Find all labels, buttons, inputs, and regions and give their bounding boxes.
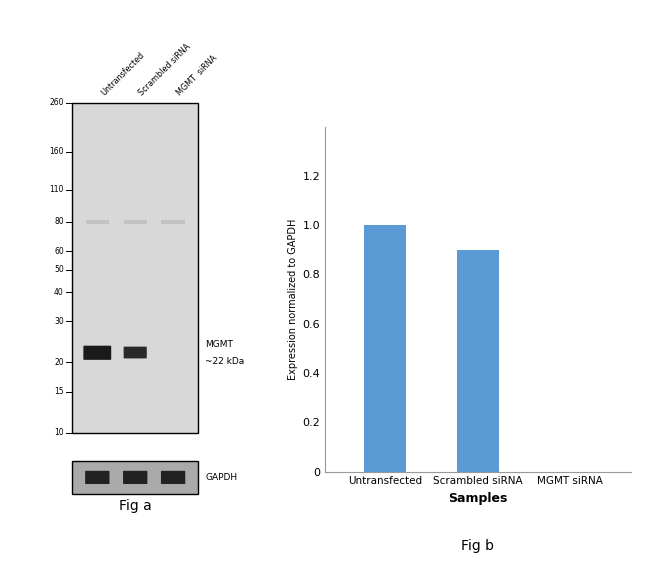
X-axis label: Samples: Samples	[448, 492, 508, 505]
FancyBboxPatch shape	[85, 471, 109, 484]
Text: 15: 15	[54, 387, 64, 396]
Text: 260: 260	[49, 98, 64, 107]
FancyBboxPatch shape	[161, 471, 185, 484]
Text: 80: 80	[54, 217, 64, 227]
Text: Fig a: Fig a	[119, 499, 151, 513]
Text: 30: 30	[54, 317, 64, 326]
Text: 110: 110	[49, 185, 64, 194]
Bar	[72, 102, 198, 432]
Bar	[365, 225, 406, 472]
Bar	[457, 250, 499, 472]
Text: 50: 50	[54, 265, 64, 274]
FancyBboxPatch shape	[123, 471, 148, 484]
Text: MGMT  siRNA: MGMT siRNA	[176, 54, 219, 98]
Text: Scrambled siRNA: Scrambled siRNA	[138, 43, 193, 98]
FancyBboxPatch shape	[83, 346, 111, 360]
Bar	[124, 220, 147, 224]
Text: MGMT: MGMT	[205, 340, 233, 349]
Y-axis label: Expression normalized to GAPDH: Expression normalized to GAPDH	[288, 218, 298, 380]
Text: 20: 20	[54, 358, 64, 367]
Text: 160: 160	[49, 147, 64, 156]
Text: 40: 40	[54, 288, 64, 297]
Bar	[86, 220, 109, 224]
Text: 60: 60	[54, 247, 64, 256]
Bar	[72, 461, 198, 494]
Text: 10: 10	[54, 428, 64, 437]
Text: ~22 kDa: ~22 kDa	[205, 356, 244, 366]
Bar	[161, 220, 185, 224]
FancyBboxPatch shape	[124, 347, 147, 358]
Text: Untransfected: Untransfected	[99, 51, 146, 98]
Text: Fig b: Fig b	[462, 539, 494, 553]
Text: GAPDH: GAPDH	[205, 473, 237, 482]
